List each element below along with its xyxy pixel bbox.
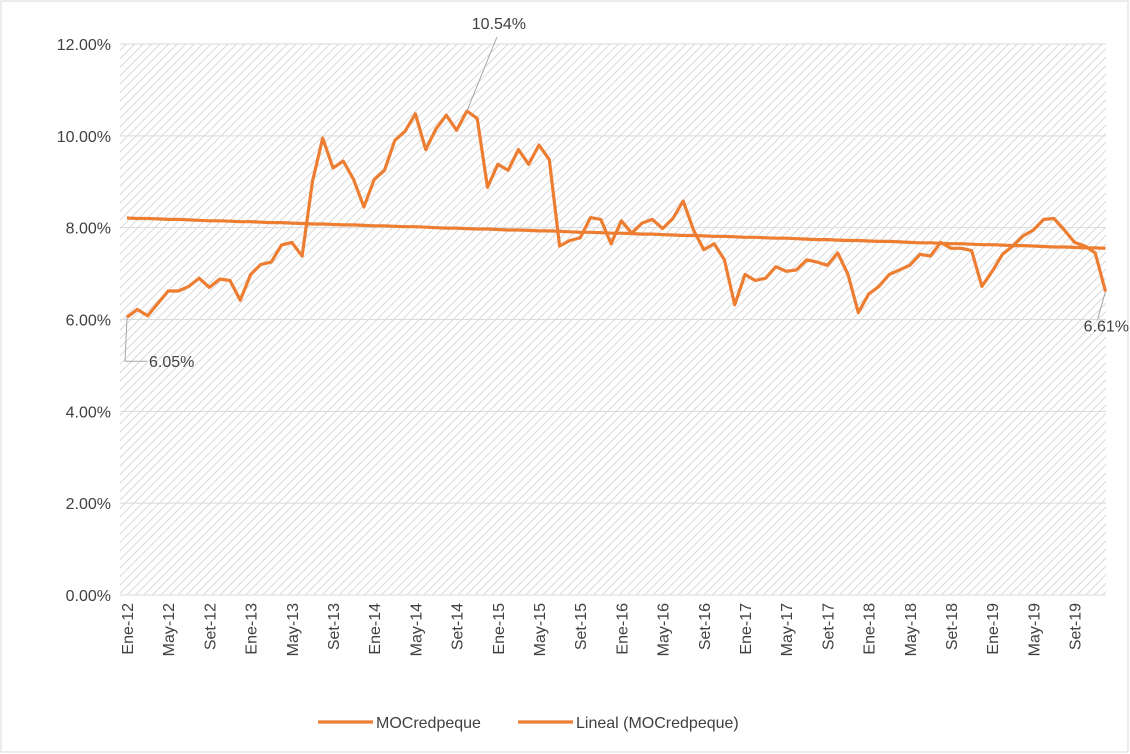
data-label: 6.61% <box>1084 318 1129 335</box>
x-tick-label: Ene-12 <box>120 603 137 655</box>
legend-label: Lineal (MOCredpeque) <box>576 715 739 732</box>
leader-line <box>466 36 498 112</box>
x-tick-label: May-13 <box>285 603 302 656</box>
x-tick-label: Ene-18 <box>862 603 879 655</box>
data-label: 6.05% <box>149 354 194 371</box>
x-tick-label: Set-15 <box>573 603 590 650</box>
x-tick-label: May-14 <box>408 603 425 656</box>
x-tick-label: Set-14 <box>450 603 467 650</box>
y-tick-label: 8.00% <box>66 221 111 238</box>
x-tick-label: Ene-17 <box>738 603 755 655</box>
y-tick-label: 10.00% <box>57 129 111 146</box>
x-tick-label: Set-16 <box>697 603 714 650</box>
y-tick-label: 12.00% <box>57 37 111 54</box>
x-tick-label: Ene-16 <box>614 603 631 655</box>
leader-line <box>1097 291 1106 320</box>
x-tick-label: Set-12 <box>202 603 219 650</box>
data-label: 10.54% <box>472 16 526 33</box>
x-tick-label: May-15 <box>532 603 549 656</box>
x-tick-label: Set-19 <box>1068 603 1085 650</box>
y-tick-label: 0.00% <box>66 588 111 605</box>
x-tick-label: Ene-19 <box>985 603 1002 655</box>
x-tick-label: Ene-15 <box>491 603 508 655</box>
x-tick-label: May-18 <box>903 603 920 656</box>
leader-line <box>124 317 147 362</box>
x-tick-label: Set-17 <box>820 603 837 650</box>
y-tick-label: 2.00% <box>66 496 111 513</box>
x-tick-label: Ene-13 <box>244 603 261 655</box>
x-tick-label: May-17 <box>779 603 796 656</box>
x-tick-label: Ene-14 <box>367 603 384 655</box>
x-tick-label: Set-18 <box>944 603 961 650</box>
x-tick-label: May-19 <box>1026 603 1043 656</box>
x-tick-label: Set-13 <box>326 603 343 650</box>
legend-label: MOCredpeque <box>376 715 481 732</box>
y-tick-label: 4.00% <box>66 404 111 421</box>
x-tick-label: May-16 <box>656 603 673 656</box>
y-tick-label: 6.00% <box>66 313 111 330</box>
x-tick-label: May-12 <box>161 603 178 656</box>
series-line <box>126 216 1106 250</box>
